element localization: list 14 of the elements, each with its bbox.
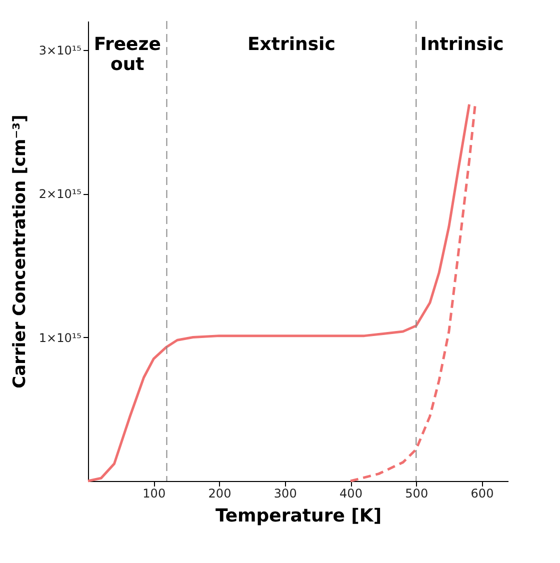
- x-tick-label: 400: [340, 486, 362, 500]
- x-axis-title: Temperature [K]: [215, 506, 382, 526]
- annotation: Freeze out: [94, 34, 161, 75]
- y-tick-label: 1×10¹⁵: [38, 330, 82, 345]
- x-tick-label: 500: [405, 486, 428, 500]
- y-tick-label: 3×10¹⁵: [38, 43, 82, 58]
- annotation: Extrinsic: [247, 34, 336, 55]
- y-axis-title: Carrier Concentration [cm⁻³]: [10, 114, 30, 388]
- annotation: Intrinsic: [420, 34, 504, 55]
- y-tick-label: 2×10¹⁵: [38, 187, 82, 201]
- x-tick-label: 200: [208, 486, 232, 500]
- x-tick-label: 600: [470, 486, 494, 500]
- x-tick-label: 300: [274, 486, 297, 500]
- x-tick-label: 100: [142, 486, 166, 500]
